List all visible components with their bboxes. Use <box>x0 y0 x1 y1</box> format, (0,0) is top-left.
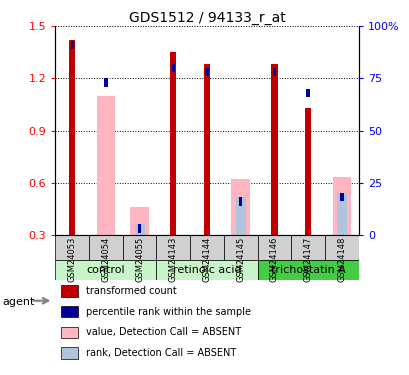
Bar <box>70 41 74 49</box>
Text: GSM24147: GSM24147 <box>303 237 312 282</box>
Bar <box>336 193 346 235</box>
Bar <box>223 235 257 260</box>
Bar <box>89 235 122 260</box>
Text: transformed count: transformed count <box>85 286 176 296</box>
Bar <box>122 235 156 260</box>
Bar <box>339 193 343 201</box>
Bar <box>257 260 358 280</box>
Text: GSM24054: GSM24054 <box>101 237 110 282</box>
Bar <box>156 260 257 280</box>
Bar <box>235 197 245 235</box>
Bar <box>134 224 144 235</box>
Bar <box>231 179 249 235</box>
Text: GSM24055: GSM24055 <box>135 237 144 282</box>
Bar <box>204 64 209 235</box>
Bar <box>61 327 78 338</box>
Bar <box>137 224 141 233</box>
Text: GSM24148: GSM24148 <box>337 237 346 282</box>
Bar <box>306 89 309 97</box>
Bar <box>61 348 78 359</box>
Text: percentile rank within the sample: percentile rank within the sample <box>85 307 250 316</box>
Bar <box>130 207 148 235</box>
Text: rank, Detection Call = ABSENT: rank, Detection Call = ABSENT <box>85 348 235 358</box>
Bar <box>171 64 175 72</box>
Text: value, Detection Call = ABSENT: value, Detection Call = ABSENT <box>85 327 240 338</box>
Bar <box>156 235 190 260</box>
Bar <box>61 306 78 318</box>
Text: retinoic acid: retinoic acid <box>172 265 241 275</box>
Text: GSM24143: GSM24143 <box>169 237 178 282</box>
Bar <box>332 177 350 235</box>
Bar <box>324 235 358 260</box>
Bar <box>271 64 277 235</box>
Bar <box>190 235 223 260</box>
Bar <box>55 235 89 260</box>
Bar <box>272 68 276 76</box>
Text: agent: agent <box>2 297 34 307</box>
Bar <box>291 235 324 260</box>
Bar <box>55 260 156 280</box>
Title: GDS1512 / 94133_r_at: GDS1512 / 94133_r_at <box>128 11 285 25</box>
Bar <box>61 285 78 297</box>
Bar <box>97 96 115 235</box>
Text: GSM24053: GSM24053 <box>67 237 76 282</box>
Text: control: control <box>86 265 125 275</box>
Bar <box>69 40 75 235</box>
Bar <box>257 235 291 260</box>
Bar <box>205 68 208 76</box>
Text: trichostatin A: trichostatin A <box>270 265 345 275</box>
Text: GSM24145: GSM24145 <box>236 237 245 282</box>
Text: GSM24146: GSM24146 <box>269 237 278 282</box>
Bar <box>304 108 310 235</box>
Bar <box>238 197 242 206</box>
Bar <box>104 78 107 87</box>
Bar <box>170 53 176 235</box>
Text: GSM24144: GSM24144 <box>202 237 211 282</box>
